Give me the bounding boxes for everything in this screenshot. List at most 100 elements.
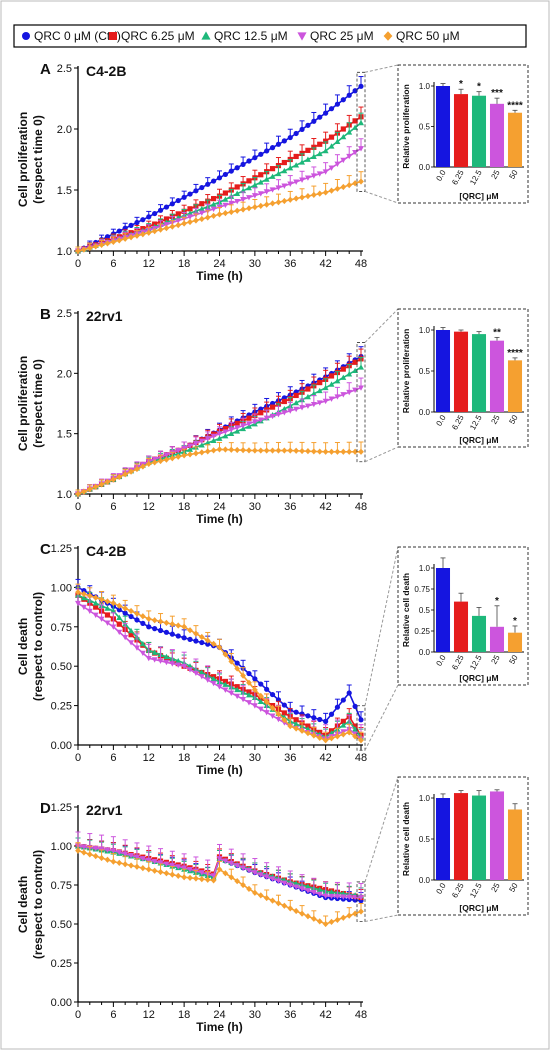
series-marker xyxy=(316,448,323,455)
series-marker xyxy=(293,447,300,454)
series-marker xyxy=(358,737,364,744)
series-marker xyxy=(305,448,311,455)
series-marker xyxy=(310,191,317,198)
series-marker xyxy=(128,862,134,869)
series-marker xyxy=(340,697,346,703)
series-marker xyxy=(181,445,188,452)
inset-bar xyxy=(489,103,505,167)
legend-label: QRC 0 μM (Ctrl) xyxy=(34,29,121,43)
series-marker xyxy=(358,717,364,723)
series-marker xyxy=(216,446,223,453)
series-marker xyxy=(98,481,105,488)
series-marker xyxy=(175,453,182,460)
series-marker xyxy=(328,143,335,149)
x-tick-label: 42 xyxy=(320,501,332,513)
inset-y-tick-label: 0.5 xyxy=(419,367,431,376)
series-marker xyxy=(305,713,311,719)
series-marker xyxy=(163,225,170,232)
x-axis-title: Time (h) xyxy=(196,269,242,283)
series-marker xyxy=(234,425,241,431)
y-tick-label: 0.25 xyxy=(51,701,72,713)
series-marker xyxy=(228,658,235,665)
series-marker xyxy=(216,211,223,218)
significance-stars: * xyxy=(459,79,463,90)
series-marker xyxy=(163,861,170,867)
x-tick-label: 24 xyxy=(213,501,225,513)
series-marker xyxy=(92,853,99,860)
series-marker xyxy=(80,844,87,850)
series-marker xyxy=(305,147,311,153)
series-marker xyxy=(246,205,252,212)
series-marker xyxy=(181,623,187,630)
series-marker xyxy=(257,872,264,878)
series-marker xyxy=(92,846,99,852)
chart-panel: D 22rv1 0.00 0.25 0.50 0.75 1.00 1.25 0 6 12 18 24 30… xyxy=(16,776,529,1034)
endpoint-bracket xyxy=(356,881,366,922)
series-marker xyxy=(328,165,335,171)
series-marker xyxy=(275,447,282,454)
series-marker xyxy=(240,423,247,429)
series-marker xyxy=(198,438,205,444)
series-marker xyxy=(198,449,205,456)
series-marker xyxy=(187,191,193,197)
series-marker xyxy=(199,184,205,191)
series-marker xyxy=(334,161,341,167)
series-marker xyxy=(269,876,276,882)
series-marker xyxy=(210,433,217,440)
series-marker xyxy=(322,398,329,405)
inset-chart: 0.00.250.50.751.00.0 6.25 12.5*25*50[QRC] … xyxy=(397,546,529,686)
series-marker xyxy=(133,645,140,651)
series-marker xyxy=(192,440,199,447)
series-marker xyxy=(122,851,129,857)
series-marker xyxy=(346,894,353,900)
legend-entry: QRC 50 μM xyxy=(383,29,460,43)
series-marker xyxy=(245,867,252,874)
series-marker xyxy=(152,210,158,217)
series-marker xyxy=(199,639,205,646)
series-marker xyxy=(358,908,364,915)
series-marker xyxy=(322,893,329,899)
series-marker xyxy=(146,214,152,220)
series-marker xyxy=(133,854,140,860)
series-marker xyxy=(328,711,335,717)
x-tick-label: 6 xyxy=(110,1009,116,1021)
legend-label: QRC 25 μM xyxy=(310,29,374,43)
series-marker xyxy=(145,866,152,873)
series-marker xyxy=(281,405,288,412)
series-marker xyxy=(222,429,229,435)
series-marker xyxy=(258,681,264,687)
series-marker xyxy=(317,379,323,386)
y-tick-label: 0.00 xyxy=(51,997,72,1009)
series-marker xyxy=(281,159,287,166)
series-marker xyxy=(252,686,258,693)
series xyxy=(75,842,364,928)
series-marker xyxy=(340,157,347,164)
series-marker xyxy=(346,448,353,455)
zoom-connector xyxy=(364,446,399,463)
series-marker xyxy=(322,384,329,391)
y-tick-label: 0.50 xyxy=(51,661,72,673)
series-marker xyxy=(328,373,335,379)
series-marker xyxy=(346,182,353,189)
series-marker xyxy=(145,229,152,236)
series-marker xyxy=(316,387,323,394)
y-axis-title-line1: Cell proliferation xyxy=(16,112,30,207)
series-marker xyxy=(340,126,346,132)
series-marker xyxy=(134,465,140,473)
series-marker xyxy=(110,600,117,607)
series-marker xyxy=(352,88,358,94)
series-marker xyxy=(246,670,252,677)
series-marker xyxy=(328,187,335,194)
significance-stars: **** xyxy=(507,348,523,359)
inset-x-title: [QRC] μM xyxy=(459,903,498,913)
series-marker xyxy=(157,627,164,634)
series-marker xyxy=(169,862,176,869)
series-marker xyxy=(210,877,217,884)
inset-y-tick-label: 1.0 xyxy=(419,794,431,803)
series-marker xyxy=(222,678,228,685)
series-marker xyxy=(299,126,305,133)
series-marker xyxy=(193,630,199,637)
series-marker xyxy=(299,159,306,165)
x-tick-label: 18 xyxy=(178,1009,190,1021)
series-marker xyxy=(340,183,347,191)
